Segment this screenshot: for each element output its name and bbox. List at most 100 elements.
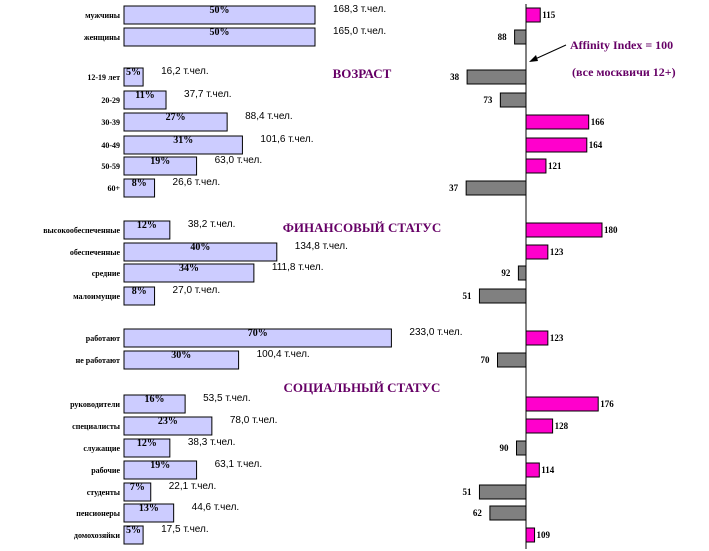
share-label: 8% — [132, 178, 147, 189]
annotation-arrowhead — [529, 55, 538, 62]
affinity-bar — [525, 7, 541, 23]
share-label: 50% — [210, 5, 230, 16]
section-title: ВОЗРАСТ — [333, 66, 392, 81]
share-bar — [123, 135, 243, 155]
share-bar — [123, 263, 255, 283]
affinity-value: 164 — [589, 140, 603, 150]
share-bar — [123, 394, 186, 414]
share-bar — [123, 178, 156, 198]
section-headings: ВОЗРАСТ ФИНАНСОВЫЙ СТАТУС СОЦИАЛЬНЫЙ СТАТУ… — [283, 66, 441, 395]
share-label: 5% — [126, 525, 141, 536]
population-label: 38,2 т.чел. — [188, 219, 236, 230]
affinity-bar — [525, 418, 554, 434]
affinity-value: 38 — [450, 72, 460, 82]
affinity-bar — [525, 527, 536, 543]
share-label: 70% — [248, 328, 268, 339]
population-label: 134,8 т.чел. — [295, 241, 348, 252]
share-label: 7% — [130, 482, 145, 493]
affinity-value: 123 — [550, 247, 564, 257]
share-bar — [123, 460, 198, 480]
category-label: пенсионеры — [76, 509, 121, 518]
share-bar — [123, 525, 144, 545]
share-label: 19% — [150, 156, 170, 167]
category-label: 60+ — [107, 184, 120, 193]
affinity-bar — [466, 69, 527, 85]
share-label: 27% — [166, 112, 186, 123]
share-bar — [123, 416, 213, 436]
population-label: 100,4 т.чел. — [257, 349, 310, 360]
share-label: 13% — [139, 503, 159, 514]
share-bar — [123, 482, 152, 502]
population-label: 168,3 т.чел. — [333, 4, 386, 15]
category-label: рабочие — [91, 466, 120, 475]
affinity-bar — [525, 462, 540, 478]
share-bar — [123, 5, 316, 25]
affinity-value: 92 — [501, 268, 511, 278]
population-label: 44,6 т.чел. — [192, 502, 240, 513]
category-label: служащие — [83, 444, 120, 453]
category-label: малоимущие — [73, 292, 120, 301]
share-label: 5% — [126, 67, 141, 78]
population-label: 233,0 т.чел. — [409, 327, 462, 338]
share-bar — [123, 350, 240, 370]
share-label: 19% — [150, 460, 170, 471]
affinity-value: 37 — [449, 183, 459, 193]
affinity-bar — [478, 484, 527, 500]
affinity-index-bars: 115 88 38 73 166 164 121 37 180 123 92 51 123 70 176 12… — [449, 7, 618, 543]
population-label: 53,5 т.чел. — [203, 393, 251, 404]
affinity-bar — [478, 288, 527, 304]
share-label: 12% — [137, 438, 157, 449]
affinity-bar — [514, 29, 527, 45]
population-label: 38,3 т.чел. — [188, 437, 236, 448]
affinity-value: 90 — [500, 443, 510, 453]
audience-share-bars: мужчины 50% 168,3 т.чел. женщины 50% 165,0 т.… — [43, 4, 463, 545]
population-label: 27,0 т.чел. — [173, 285, 221, 296]
category-label: руководители — [70, 400, 120, 409]
category-label: 50-59 — [101, 162, 120, 171]
share-label: 12% — [137, 220, 157, 231]
share-label: 50% — [210, 27, 230, 38]
affinity-bar — [525, 222, 603, 238]
affinity-bar — [525, 137, 588, 153]
category-label: не работают — [76, 356, 120, 365]
affinity-value: 115 — [542, 10, 556, 20]
affinity-value: 70 — [481, 355, 491, 365]
affinity-value: 180 — [604, 225, 618, 235]
share-label: 16% — [145, 394, 165, 405]
affinity-bar — [499, 92, 527, 108]
affinity-bar — [525, 158, 547, 174]
category-label: специалисты — [72, 422, 121, 431]
share-bar — [123, 503, 175, 523]
affinity-annotation: Affinity Index = 100 (все москвичи 12+) — [525, 4, 676, 549]
category-label: высокообеспеченные — [43, 226, 120, 235]
affinity-bar — [525, 330, 549, 346]
annotation-line-2: (все москвичи 12+) — [572, 65, 676, 79]
share-label: 23% — [158, 416, 178, 427]
population-label: 78,0 т.чел. — [230, 415, 278, 426]
affinity-value: 176 — [600, 399, 614, 409]
affinity-value: 114 — [541, 465, 555, 475]
category-label: 20-29 — [101, 96, 120, 105]
category-label: мужчины — [85, 11, 121, 20]
affinity-value: 51 — [462, 291, 472, 301]
section-title: СОЦИАЛЬНЫЙ СТАТУС — [284, 380, 441, 395]
affinity-bar — [489, 505, 527, 521]
affinity-value: 166 — [591, 117, 605, 127]
population-label: 63,0 т.чел. — [215, 155, 263, 166]
share-label: 30% — [171, 350, 191, 361]
annotation-arrow — [532, 44, 567, 61]
category-label: 40-49 — [101, 141, 120, 150]
affinity-value: 62 — [473, 508, 483, 518]
affinity-value: 128 — [555, 421, 569, 431]
population-label: 37,7 т.чел. — [184, 89, 232, 100]
affinity-value: 109 — [537, 530, 551, 540]
population-label: 17,5 т.чел. — [161, 524, 209, 535]
share-bar — [123, 90, 167, 110]
category-label: работают — [86, 334, 120, 343]
population-label: 88,4 т.чел. — [245, 111, 293, 122]
population-label: 26,6 т.чел. — [173, 177, 221, 188]
share-label: 8% — [132, 286, 147, 297]
share-bar — [123, 328, 392, 348]
category-label: 12-19 лет — [87, 73, 120, 82]
